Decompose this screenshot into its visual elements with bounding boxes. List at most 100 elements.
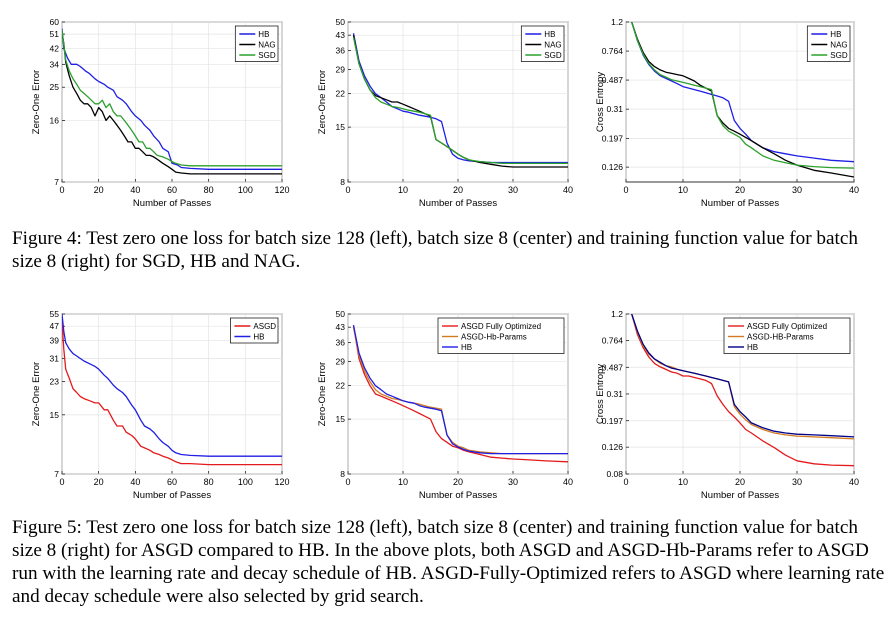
x-tick-label: 120 [274, 477, 289, 487]
fig5-center-chart: 0 10 20 30 40 8 15 22 29 36 43 50 Number of Passes Ze… [317, 309, 573, 501]
legend-entry-sgd: SGD [544, 51, 562, 60]
y-tick-label: 0.487 [602, 362, 624, 372]
y-tick-label: 50 [336, 309, 346, 319]
x-tick-label: 0 [623, 185, 628, 195]
series-line-sgd [62, 29, 282, 167]
legend-entry-asgd-hb-params: ASGD-Hb-Params [461, 333, 527, 342]
y-axis-label: Zero-One Error [317, 362, 328, 426]
y-tick-label: 0.764 [602, 336, 624, 346]
legend-entry-hb: HB [830, 30, 841, 39]
x-tick-label: 20 [735, 185, 745, 195]
legend-entry-sgd: SGD [830, 51, 848, 60]
legend [230, 317, 279, 344]
series-line-hb [352, 325, 568, 455]
x-tick-label: 120 [274, 185, 289, 195]
x-tick-label: 100 [238, 477, 253, 487]
series-line-asgd-fully-optimized [352, 325, 568, 463]
fig4-left-chart: 0 20 40 60 80 100 120 7 16 25 34 42 51 60 Number of Pa… [31, 17, 290, 209]
y-tick-label: 8 [340, 469, 345, 479]
y-tick-label: 22 [336, 89, 346, 99]
legend-entry-nag: NAG [544, 41, 561, 50]
y-tick-label: 23 [50, 377, 60, 387]
fig4-right-chart: 0 10 20 30 40 0.126 0.197 0.31 0.487 0.764 1.2 Numb… [595, 17, 859, 209]
x-tick-label: 10 [678, 185, 688, 195]
y-tick-label: 34 [50, 59, 60, 69]
x-axis-label: Number of Passes [701, 490, 779, 501]
x-tick-label: 0 [345, 477, 350, 487]
y-tick-label: 0.126 [602, 442, 624, 452]
y-tick-label: 1.2 [611, 309, 623, 319]
x-tick-label: 40 [563, 477, 573, 487]
x-tick-label: 100 [238, 185, 253, 195]
y-tick-label: 39 [50, 336, 60, 346]
x-tick-label: 30 [508, 477, 518, 487]
series-line-hb [631, 22, 854, 163]
y-tick-label: 55 [50, 309, 60, 319]
x-tick-label: 20 [735, 477, 745, 487]
y-tick-label: 51 [50, 29, 60, 39]
y-tick-label: 29 [336, 357, 346, 367]
x-tick-label: 20 [453, 185, 463, 195]
legend-entry-sgd: SGD [258, 51, 276, 60]
y-tick-label: 50 [336, 17, 346, 27]
x-tick-label: 60 [167, 477, 177, 487]
series-line-hb [62, 314, 282, 457]
y-tick-label: 0.126 [602, 162, 624, 172]
y-tick-label: 7 [54, 177, 59, 187]
y-tick-label: 29 [336, 65, 346, 75]
y-tick-label: 22 [336, 381, 346, 391]
x-tick-label: 40 [849, 185, 859, 195]
legend-entry-asgd: ASGD [253, 322, 276, 331]
x-tick-label: 10 [678, 477, 688, 487]
series-line-asgd [62, 321, 282, 466]
y-tick-label: 0.197 [602, 416, 624, 426]
y-tick-label: 16 [50, 115, 60, 125]
x-tick-label: 40 [130, 185, 140, 195]
legend-entry-asgd-fully-optimized: ASGD Fully Optimized [747, 322, 827, 331]
legend-entry-hb: HB [461, 343, 472, 352]
fig4-center-chart: 0 10 20 30 40 8 15 22 29 36 43 50 Number of Passes Ze… [317, 17, 573, 209]
legend-entry-hb: HB [544, 30, 555, 39]
legend-entry-hb: HB [258, 30, 269, 39]
x-tick-label: 0 [345, 185, 350, 195]
legend [723, 317, 851, 354]
x-tick-label: 30 [792, 185, 802, 195]
y-tick-label: 43 [336, 322, 346, 332]
fig5-left-chart: 0 20 40 60 80 100 120 7 15 23 31 39 47 55 Number of Pa… [31, 309, 290, 501]
series-line-asgd-fully-optimized [631, 314, 854, 467]
x-tick-label: 80 [204, 477, 214, 487]
x-tick-label: 10 [398, 477, 408, 487]
x-tick-label: 20 [453, 477, 463, 487]
x-tick-label: 40 [130, 477, 140, 487]
legend-entry-nag: NAG [830, 41, 847, 50]
y-tick-label: 43 [336, 30, 346, 40]
x-tick-label: 40 [563, 185, 573, 195]
legend [437, 317, 565, 354]
y-tick-label: 36 [336, 46, 346, 56]
x-tick-label: 10 [398, 185, 408, 195]
y-tick-label: 8 [340, 177, 345, 187]
x-tick-label: 0 [59, 185, 64, 195]
x-tick-label: 20 [94, 477, 104, 487]
y-tick-label: 0.31 [606, 389, 623, 399]
x-tick-label: 80 [204, 185, 214, 195]
x-axis-label: Number of Passes [133, 490, 211, 501]
y-tick-label: 15 [50, 410, 60, 420]
legend-entry-hb: HB [253, 333, 264, 342]
x-tick-label: 60 [167, 185, 177, 195]
y-tick-label: 47 [50, 321, 60, 331]
x-tick-label: 30 [508, 185, 518, 195]
y-tick-label: 0.08 [606, 469, 623, 479]
x-axis-label: Number of Passes [701, 198, 779, 209]
y-tick-label: 15 [336, 414, 346, 424]
y-tick-label: 25 [50, 82, 60, 92]
x-tick-label: 20 [94, 185, 104, 195]
y-tick-label: 42 [50, 44, 60, 54]
x-tick-label: 30 [792, 477, 802, 487]
y-tick-label: 0.487 [602, 75, 624, 85]
y-axis-label: Zero-One Error [317, 70, 328, 134]
y-tick-label: 60 [50, 17, 60, 27]
figure-5-caption: Figure 5: Test zero one loss for batch s… [12, 517, 885, 607]
y-tick-label: 36 [336, 338, 346, 348]
y-axis-label: Cross Entropy [595, 364, 606, 424]
